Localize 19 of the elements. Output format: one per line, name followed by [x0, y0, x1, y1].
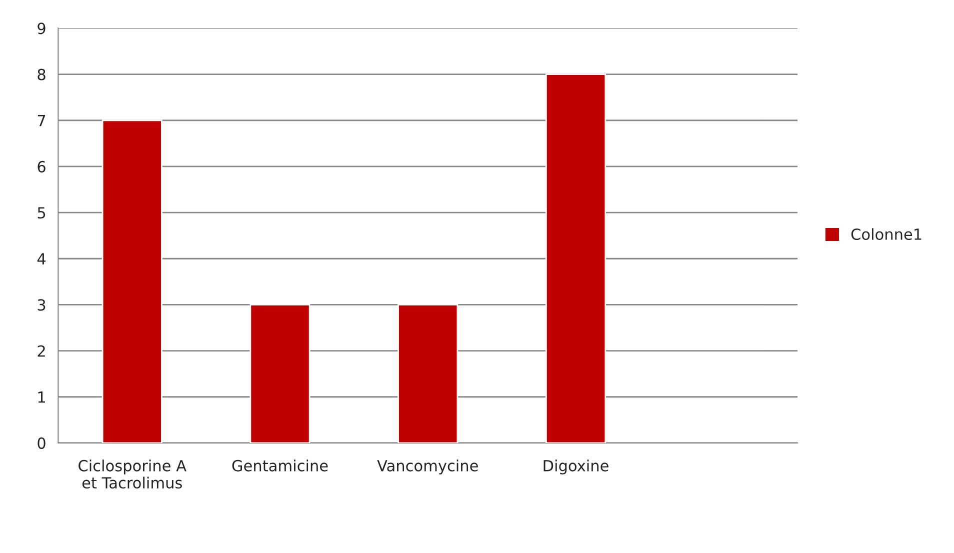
bar [250, 304, 310, 443]
y-tick-label: 6 [38, 160, 46, 172]
x-tick-label: Ciclosporine A et Tacrolimus [78, 460, 186, 489]
y-tick-label: 0 [38, 437, 46, 449]
x-tick-label: Gentamicine [232, 460, 328, 472]
y-tick-label: 8 [38, 68, 46, 80]
x-tick-label: Vancomycine [377, 460, 478, 474]
bar [398, 304, 458, 443]
y-tick-label: 9 [38, 22, 46, 34]
bar [545, 74, 606, 443]
x-tick-label: Digoxine [544, 460, 608, 474]
legend-label: Colonne1 [851, 228, 922, 240]
y-tick-label: 2 [38, 345, 45, 357]
y-tick-label: 5 [38, 207, 46, 219]
bar [102, 120, 162, 443]
y-tick-label: 1 [38, 392, 45, 403]
y-tick-label: 3 [38, 299, 46, 311]
y-tick-label: 4 [37, 253, 46, 264]
y-tick-label: 7 [38, 115, 46, 126]
